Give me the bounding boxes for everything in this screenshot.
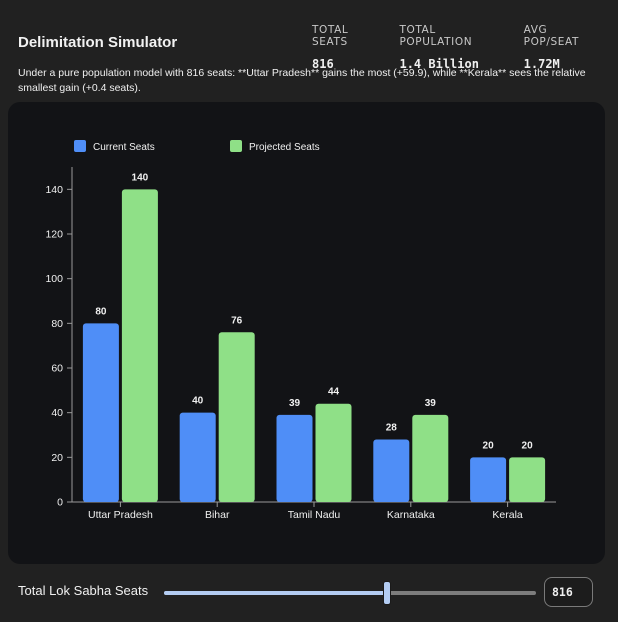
stat-value: 816: [312, 57, 334, 71]
stats-panel: TOTAL SEATS 816 TOTAL POPULATION 1.4 Bil…: [312, 24, 618, 71]
seats-input[interactable]: [544, 577, 593, 607]
summary-text: Under a pure population model with 816 s…: [18, 67, 586, 94]
legend-swatch-projected: [230, 140, 242, 152]
x-tick-label: Bihar: [205, 509, 230, 521]
data-label: 140: [132, 172, 149, 183]
data-label: 39: [425, 398, 437, 409]
y-tick-label: 60: [51, 363, 63, 375]
current-bar: [276, 414, 313, 502]
app-title: Delimitation Simulator: [18, 34, 178, 51]
legend-swatch-current: [74, 140, 86, 152]
current-bar: [373, 439, 410, 502]
stat-total-seats: TOTAL SEATS 816: [312, 24, 387, 71]
x-tick-label: Tamil Nadu: [288, 509, 341, 521]
stat-label: TOTAL SEATS: [312, 24, 349, 48]
legend-label-projected: Projected Seats: [249, 142, 320, 153]
bar-chart: 0 20 40 60 80 100 120 140 Uttar Pradesh 80 140 Biha…: [45, 140, 556, 521]
current-bar: [82, 323, 119, 502]
slider-thumb[interactable]: [383, 581, 392, 605]
x-tick-label: Karnataka: [387, 509, 435, 521]
stat-label: AVG POP/SEAT: [523, 24, 579, 48]
y-tick-label: 20: [51, 452, 63, 464]
data-label: 20: [522, 440, 534, 451]
y-tick-label: 40: [51, 407, 63, 419]
stat-value: 1.4 Billion: [399, 57, 479, 71]
projected-bar: [315, 403, 352, 502]
stat-total-population: TOTAL POPULATION 1.4 Billion: [399, 24, 511, 71]
current-bar: [179, 412, 216, 502]
y-tick-label: 120: [45, 229, 63, 241]
projected-bar: [509, 457, 546, 502]
data-label: 40: [192, 396, 204, 407]
stat-value: 1.72M: [523, 57, 560, 71]
y-tick-label: 0: [57, 497, 63, 509]
legend-label-current: Current Seats: [93, 142, 155, 153]
chart-card: 0 20 40 60 80 100 120 140 Uttar Pradesh 80 140 Biha…: [8, 102, 605, 564]
x-tick-label: Kerala: [492, 509, 523, 521]
stat-label: TOTAL POPULATION: [399, 24, 473, 48]
data-label: 44: [328, 387, 340, 398]
current-bar: [470, 457, 507, 502]
projected-bar: [412, 414, 449, 502]
projected-bar: [218, 332, 255, 502]
data-label: 80: [95, 306, 107, 317]
data-label: 20: [483, 440, 495, 451]
data-label: 28: [386, 422, 398, 433]
data-label: 39: [289, 398, 301, 409]
projected-bar: [121, 189, 158, 502]
x-tick-label: Uttar Pradesh: [88, 509, 153, 521]
y-tick-label: 140: [45, 184, 63, 196]
seats-slider[interactable]: [164, 581, 536, 605]
y-tick-label: 100: [45, 273, 63, 285]
data-label: 76: [231, 315, 243, 326]
stat-avg-pop-seat: AVG POP/SEAT 1.72M: [524, 24, 606, 71]
slider-fill: [164, 591, 388, 595]
seats-slider-label: Total Lok Sabha Seats: [18, 583, 149, 598]
y-tick-label: 80: [51, 318, 63, 330]
